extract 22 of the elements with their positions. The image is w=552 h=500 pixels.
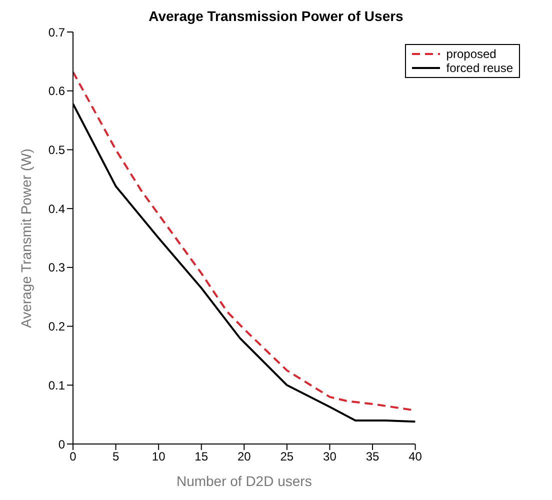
x-tick-label: 0 (70, 450, 77, 464)
x-tick-label: 5 (112, 450, 120, 464)
legend-label: proposed (446, 47, 496, 61)
chart-title: Average Transmission Power of Users (148, 8, 404, 24)
y-tick-label: 0 (58, 437, 66, 452)
legend-label: forced reuse (446, 61, 513, 75)
y-tick-label: 0.2 (48, 320, 66, 334)
x-tick-label: 10 (152, 450, 166, 464)
y-tick-label: 0.4 (48, 202, 66, 216)
x-tick-label: 20 (237, 450, 252, 464)
y-tick-label: 0.5 (48, 142, 66, 157)
x-tick-label: 25 (280, 450, 294, 464)
y-tick-label: 0.6 (48, 84, 66, 98)
x-tick-label: 15 (194, 450, 208, 464)
x-tick-label: 30 (323, 450, 337, 464)
y-tick-label: 0.7 (48, 25, 66, 40)
y-axis-title: Average Transmit Power (W) (18, 148, 34, 328)
x-tick-label: 35 (366, 450, 380, 464)
x-axis-title: Number of D2D users (176, 472, 312, 489)
x-tick-label: 40 (408, 450, 422, 464)
y-tick-label: 0.3 (48, 260, 66, 275)
y-tick-label: 0.1 (48, 378, 66, 392)
